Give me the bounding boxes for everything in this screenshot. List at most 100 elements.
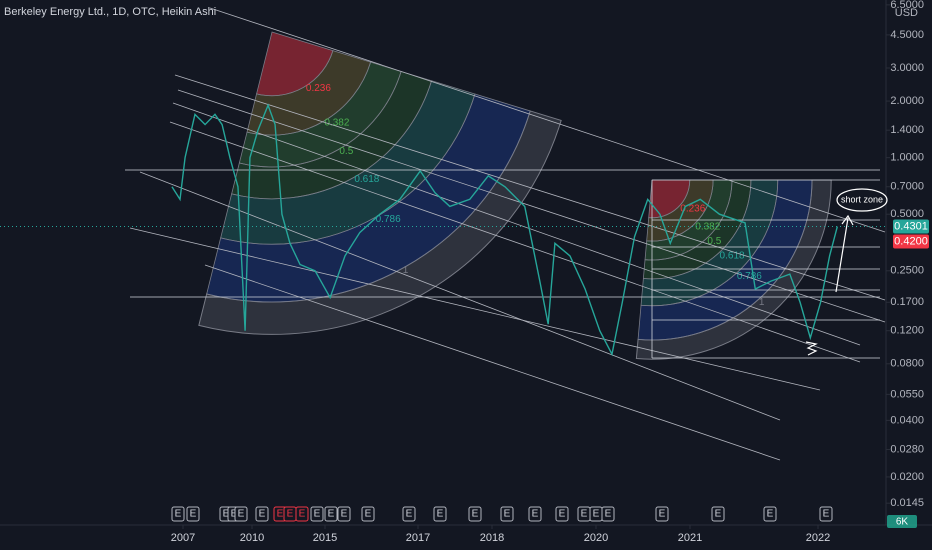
earnings-marker: [171, 506, 185, 522]
fib-band: [206, 93, 531, 303]
earnings-marker: [528, 506, 542, 522]
earnings-label: E: [277, 509, 284, 520]
earnings-label: E: [767, 509, 774, 520]
earnings-marker: [433, 506, 447, 522]
fib-level-label: 1: [759, 297, 765, 308]
fib-level-label: 0.236: [306, 83, 331, 94]
earnings-label: E: [299, 509, 306, 520]
earnings-label: E: [532, 509, 539, 520]
y-tick-label: 1.4000: [890, 124, 924, 136]
price-label: 0.4200: [894, 235, 928, 247]
earnings-marker: [601, 506, 615, 522]
earnings-marker: [324, 506, 338, 522]
x-tick-label: 2007: [171, 532, 195, 544]
trend-line: [172, 102, 861, 346]
earnings-label: E: [472, 509, 479, 520]
earnings-label: E: [659, 509, 666, 520]
fib-level-label: 0.786: [376, 214, 401, 225]
y-tick-label: 0.5000: [890, 208, 924, 220]
trend-line: [204, 264, 781, 461]
earnings-label: E: [581, 509, 588, 520]
earnings-label: E: [341, 509, 348, 520]
fib-level-label: 0.618: [354, 174, 379, 185]
x-tick-label: 2017: [406, 532, 430, 544]
x-tick-label: 2022: [806, 532, 830, 544]
y-tick-label: 0.0200: [890, 471, 924, 483]
earnings-marker: [402, 506, 416, 522]
earnings-label: E: [406, 509, 413, 520]
earnings-label: E: [559, 509, 566, 520]
x-tick-label: 2015: [313, 532, 337, 544]
fib-level-label: 0.5: [707, 236, 721, 247]
chart-title: Berkeley Energy Ltd., 1D, OTC, Heikin As…: [4, 6, 216, 18]
earnings-marker: [555, 506, 569, 522]
earnings-marker: [763, 506, 777, 522]
y-tick-label: 0.1700: [890, 296, 924, 308]
y-tick-label: 1.0000: [890, 152, 924, 164]
y-tick-label: 0.2500: [890, 265, 924, 277]
y-tick-label: 0.1200: [890, 325, 924, 337]
annotation-text: short zone: [841, 194, 883, 204]
earnings-label: E: [328, 509, 335, 520]
fib-level-label: 0.786: [737, 271, 762, 282]
currency-label: USD: [895, 7, 918, 19]
trend-line: [169, 121, 861, 363]
earnings-label: E: [437, 509, 444, 520]
earnings-label: E: [504, 509, 511, 520]
earnings-marker: [819, 506, 833, 522]
earnings-label: E: [223, 509, 230, 520]
trend-line: [139, 171, 781, 421]
earnings-label: E: [238, 509, 245, 520]
trend-line: [129, 227, 821, 391]
x-tick-label: 2010: [240, 532, 264, 544]
volume-label-box: [887, 515, 917, 528]
earnings-label: E: [715, 509, 722, 520]
earnings-label: E: [314, 509, 321, 520]
fib-level-label: 0.5: [339, 146, 353, 157]
earnings-marker: [337, 506, 351, 522]
y-tick-label: 0.0550: [890, 388, 924, 400]
fib-level-label: 0.618: [720, 250, 745, 261]
earnings-label: E: [231, 509, 238, 520]
fib-band: [637, 179, 813, 341]
price-label: 0.4301: [894, 220, 928, 232]
earnings-label: E: [259, 509, 266, 520]
earnings-label: E: [593, 509, 600, 520]
y-tick-label: 0.0280: [890, 443, 924, 455]
earnings-marker: [255, 506, 269, 522]
earnings-label: E: [287, 509, 294, 520]
y-tick-label: 3.0000: [890, 62, 924, 74]
y-tick-label: 0.0800: [890, 358, 924, 370]
earnings-label: E: [605, 509, 612, 520]
trend-line: [174, 74, 886, 301]
fib-level-label: 1: [403, 265, 409, 276]
earnings-marker: [711, 506, 725, 522]
annotation-ellipse: [836, 188, 888, 212]
earnings-marker: [295, 506, 309, 522]
fib-level-label: 0.236: [680, 204, 705, 215]
earnings-label: E: [823, 509, 830, 520]
y-tick-label: 6.5000: [890, 0, 924, 11]
price-line: [171, 103, 839, 357]
x-tick-label: 2021: [678, 532, 702, 544]
earnings-marker: [310, 506, 324, 522]
earnings-marker: [361, 506, 375, 522]
trend-line: [209, 7, 886, 233]
volume-label: 6K: [896, 517, 909, 528]
y-tick-label: 2.0000: [890, 95, 924, 107]
earnings-marker: [186, 506, 200, 522]
earnings-marker: [468, 506, 482, 522]
annotation-arrow: [835, 214, 854, 293]
y-tick-label: 0.7000: [890, 181, 924, 193]
annotation-squiggle: [805, 341, 818, 356]
y-tick-label: 4.5000: [890, 29, 924, 41]
y-tick-label: 0.0145: [890, 497, 924, 509]
earnings-marker: [500, 506, 514, 522]
earnings-label: E: [190, 509, 197, 520]
earnings-marker: [655, 506, 669, 522]
fib-level-label: 0.382: [324, 118, 349, 129]
earnings-label: E: [365, 509, 372, 520]
price-label-box: [893, 219, 929, 234]
y-tick-label: 0.0400: [890, 414, 924, 426]
